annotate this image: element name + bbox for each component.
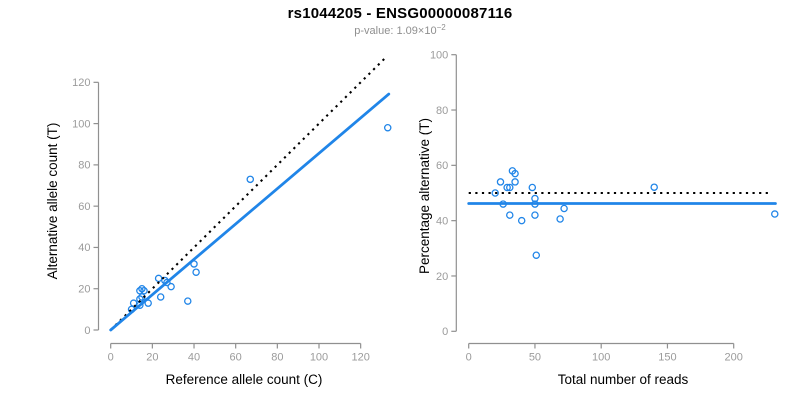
x-tick-label: 0: [108, 352, 114, 364]
data-point: [528, 183, 537, 192]
scatter-plot-percentage-vs-reads: 0 20 40 60 80 100 0 50 100 150 200 Total number of …: [417, 50, 779, 387]
x-tick-label: 100: [310, 352, 328, 364]
p-value-times: ×10: [417, 25, 437, 37]
data-point: [184, 297, 192, 305]
y-tick-label: 20: [78, 284, 90, 296]
data-point: [496, 178, 505, 186]
identity-line: [109, 56, 387, 331]
data-point: [491, 189, 499, 197]
x-axis-title: Total number of reads: [558, 372, 689, 387]
data-point: [156, 293, 165, 301]
data-point: [129, 299, 138, 307]
x-tick-label: 150: [658, 352, 676, 364]
data-point: [144, 299, 152, 307]
x-tick-label: 60: [230, 352, 242, 364]
p-value-label: p-value:: [354, 25, 394, 37]
y-tick-label: 100: [430, 50, 448, 62]
y-tick-label: 20: [436, 271, 448, 283]
data-point: [531, 194, 539, 203]
y-tick-label: 80: [78, 160, 90, 172]
data-point: [771, 210, 779, 218]
data-point: [506, 211, 514, 219]
data-point: [167, 282, 175, 291]
y-tick-label: 40: [436, 215, 448, 227]
data-point: [246, 175, 255, 184]
x-tick-label: 80: [271, 352, 283, 364]
x-tick-label: 100: [592, 352, 610, 364]
x-tick-label: 200: [725, 352, 743, 364]
data-point: [136, 287, 144, 295]
y-tick-label: 120: [72, 77, 90, 89]
regression-line: [109, 92, 391, 332]
data-point: [517, 216, 526, 225]
data-point: [140, 287, 148, 295]
y-axis-title: Percentage alternative (T): [417, 118, 432, 274]
y-tick-label: 60: [436, 160, 448, 172]
x-tick-label: 0: [466, 352, 472, 364]
x-tick-label: 20: [146, 352, 158, 364]
data-point: [560, 204, 568, 213]
y-tick-label: 0: [84, 325, 90, 337]
scatter-plot-allele-counts: 0 20 40 60 80 100 120 0 20 40 60 80 100 120 Reference …: [45, 56, 392, 387]
p-value-exponent: −2: [436, 23, 446, 32]
p-value-number: 1.09: [396, 25, 418, 37]
data-point: [511, 169, 519, 178]
y-tick-label: 60: [78, 201, 90, 213]
p-value-subtitle: p-value: 1.09×10−2: [0, 23, 800, 37]
data-point: [650, 183, 658, 191]
page-title: rs1044205 - ENSG00000087116: [287, 5, 513, 22]
data-point: [154, 274, 163, 283]
x-axis-title: Reference allele count (C): [166, 372, 323, 387]
x-tick-label: 120: [351, 352, 369, 364]
y-tick-label: 0: [442, 326, 448, 338]
data-point: [138, 284, 146, 293]
x-tick-label: 50: [529, 352, 541, 364]
y-axis-title: Alternative allele count (T): [45, 123, 60, 280]
data-point: [163, 278, 171, 287]
data-point: [503, 183, 511, 192]
y-tick-label: 100: [72, 118, 90, 130]
data-point: [511, 178, 519, 186]
y-tick-label: 40: [78, 242, 90, 254]
data-point: [192, 268, 200, 276]
data-point: [506, 183, 514, 192]
data-point: [531, 211, 539, 219]
data-point: [556, 215, 564, 223]
y-tick-label: 80: [436, 105, 448, 117]
x-tick-label: 40: [188, 352, 200, 364]
data-point: [532, 251, 541, 259]
data-point: [383, 123, 392, 132]
